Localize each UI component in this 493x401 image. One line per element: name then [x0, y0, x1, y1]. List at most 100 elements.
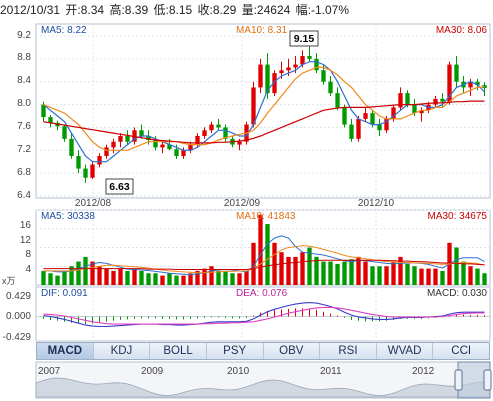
volume-ma10-line — [43, 245, 485, 274]
volume-bar — [384, 266, 389, 285]
volume-bar — [363, 261, 368, 285]
price-tick-label: 9.2 — [17, 30, 31, 41]
navigator-year-label: 2007 — [38, 366, 61, 377]
quote-high: 高:8.39 — [109, 3, 149, 17]
volume-bar — [118, 268, 123, 285]
price-tick-label: 8.4 — [17, 75, 31, 86]
tab-wvad[interactable]: WVAD — [377, 343, 434, 359]
tab-boll[interactable]: BOLL — [150, 343, 207, 359]
volume-ma30-label: MA30: 34675 — [428, 211, 488, 222]
candle-body — [181, 150, 186, 156]
volume-bar — [482, 273, 487, 285]
volume-bar — [377, 266, 382, 285]
volume-bar — [440, 270, 445, 285]
volume-bar — [202, 268, 207, 285]
price-ma30-label: MA30: 8.06 — [436, 25, 488, 36]
candle-body — [307, 56, 312, 59]
tab-psy[interactable]: PSY — [207, 343, 264, 359]
volume-bar — [405, 263, 410, 285]
price-tick-label: 7.2 — [17, 144, 31, 155]
price-x-axis: 2012/08 2012/09 2012/10 — [75, 198, 395, 209]
volume-bar — [321, 261, 326, 285]
volume-bar — [342, 261, 347, 285]
candle-body — [342, 107, 347, 125]
tab-obv[interactable]: OBV — [264, 343, 321, 359]
candle-body — [363, 113, 368, 119]
volume-bar — [139, 270, 144, 285]
volume-bar — [97, 266, 102, 285]
volume-bar — [188, 273, 193, 285]
volume-tick-label: 16 — [20, 220, 32, 231]
volume-unit-label: x万 — [2, 276, 16, 286]
candle-body — [468, 81, 473, 88]
candle-body — [412, 104, 417, 114]
volume-bar — [83, 256, 88, 285]
volume-bar — [237, 273, 242, 285]
volume-bar — [335, 263, 340, 285]
volume-bar — [468, 266, 473, 285]
candle-body — [41, 104, 46, 118]
volume-bar — [293, 256, 298, 285]
volume-bar — [398, 256, 403, 285]
volume-tick-label: 8 — [25, 249, 31, 260]
navigator-right-handle[interactable] — [483, 369, 492, 391]
navigator-years: 2007 2009 2010 2011 2012 — [38, 366, 435, 377]
volume-bar — [69, 266, 74, 285]
volume-bar — [454, 247, 459, 285]
macd-dif-label: DIF: 0.091 — [41, 288, 88, 299]
navigator-year-label: 2009 — [141, 366, 164, 377]
tab-rsi[interactable]: RSI — [320, 343, 377, 359]
volume-bar — [132, 268, 137, 285]
candle-body — [475, 81, 480, 86]
volume-ma5-label: MA5: 30338 — [41, 211, 95, 222]
volume-ma30-line — [43, 259, 485, 270]
price-ma10-label: MA10: 8.31 — [236, 25, 288, 36]
candle-body — [153, 140, 158, 148]
macd-dea-line — [43, 306, 485, 325]
candle-body — [69, 138, 74, 156]
candle-body — [300, 56, 305, 65]
volume-bar — [90, 261, 95, 285]
volume-bar — [307, 247, 312, 285]
candle-body — [433, 98, 438, 105]
candle-body — [384, 118, 389, 131]
tab-kdj[interactable]: KDJ — [94, 343, 151, 359]
price-tick-label: 6.8 — [17, 167, 31, 178]
candle-body — [104, 147, 109, 156]
candle-body — [195, 136, 200, 145]
peak-label: 9.15 — [294, 33, 315, 45]
candle-body — [202, 130, 207, 136]
volume-bar — [356, 256, 361, 285]
volume-bar — [209, 266, 214, 285]
macd-tick-label: 0.000 — [6, 311, 31, 322]
macd-tick-label: -0.429 — [3, 332, 32, 343]
candle-body — [265, 64, 270, 94]
volume-bar — [195, 270, 200, 285]
volume-tick-label: 4 — [25, 264, 31, 275]
candle-body — [251, 87, 256, 125]
candle-body — [48, 117, 53, 123]
volume-bar — [167, 273, 172, 285]
candle-body — [258, 64, 263, 88]
volume-bar — [160, 275, 165, 285]
candle-body — [454, 64, 459, 82]
candle-body — [237, 141, 242, 145]
price-tick-label: 8.0 — [17, 98, 31, 109]
tab-cci[interactable]: CCI — [451, 345, 472, 357]
candle-body — [377, 124, 382, 131]
volume-bar — [279, 252, 284, 285]
volume-bar — [433, 268, 438, 285]
volume-bar — [181, 275, 186, 285]
price-tick-label: 7.6 — [17, 121, 31, 132]
candle-body — [419, 110, 424, 114]
volume-bar — [370, 266, 375, 285]
tab-macd[interactable]: MACD — [37, 343, 94, 359]
price-ma10-line — [43, 66, 485, 151]
navigator-left-handle[interactable] — [454, 369, 463, 391]
candle-body — [62, 126, 67, 139]
quote-close: 收:8.29 — [197, 3, 237, 17]
quote-change: 幅:-1.07% — [295, 3, 350, 17]
macd-y-axis: 0.429 0.000 -0.429 — [3, 291, 32, 343]
